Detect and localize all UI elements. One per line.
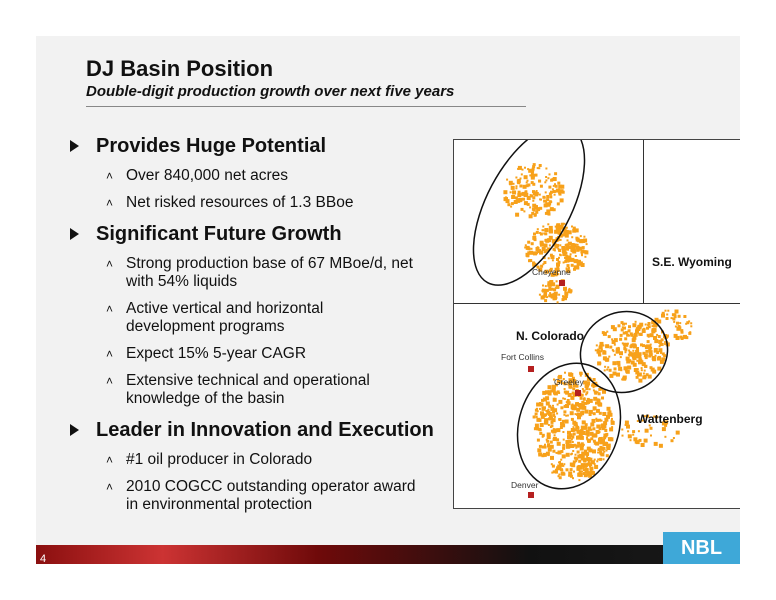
page-number: 4 [40,553,47,565]
n-colorado-outline [472,140,586,286]
region-label-n-colorado: N. Colorado [516,329,584,343]
city-marker [528,492,534,498]
list-item: ˄ 2010 COGCC outstanding operator award i… [68,478,416,514]
caret-bullet-icon: ˄ [106,453,114,467]
nbl-logo: NBL [663,532,740,564]
acreage-blocks [503,163,693,482]
bullet-list: Provides Huge Potential ˄ Over 840,000 ne… [68,134,468,514]
section-heading: Significant Future Growth [68,222,468,246]
caret-bullet-icon: ˄ [106,302,114,316]
list-item-text: Active vertical and horizontal developme… [126,300,324,335]
list-item: ˄ Net risked resources of 1.3 BBoe [68,194,468,212]
section-heading: Provides Huge Potential [68,134,468,158]
page-title: DJ Basin Position [86,56,274,81]
list-item-text: #1 oil producer in Colorado [126,451,313,468]
list-item-text: Strong production base of 67 MBoe/d, net… [126,255,413,290]
city-label-fort-collins: Fort Collins [501,352,544,362]
list-item-text: Expect 15% 5-year CAGR [126,345,307,362]
state-border-line [454,303,740,304]
city-marker [575,390,581,396]
list-item: ˄ Active vertical and horizontal developm… [68,300,376,336]
city-label-cheyenne: Cheyenne [532,267,571,277]
list-item: ˄ Over 840,000 net acres [68,167,468,185]
triangle-bullet-icon [70,140,79,152]
section-heading: Leader in Innovation and Execution [68,418,468,442]
footer-bar [36,545,740,564]
list-item-text: Net risked resources of 1.3 BBoe [126,194,354,211]
acreage-overlay [472,140,693,490]
list-item-text: 2010 COGCC outstanding operator award in… [126,478,416,513]
dj-basin-map: S.E. Wyoming N. Colorado Wattenberg Chey… [453,139,740,509]
triangle-bullet-icon [70,228,79,240]
slide: DJ Basin Position Double-digit productio… [36,36,740,564]
list-item: ˄ Extensive technical and operational kno… [68,372,396,408]
city-marker [528,366,534,372]
caret-bullet-icon: ˄ [106,480,114,494]
caret-bullet-icon: ˄ [106,374,114,388]
caret-bullet-icon: ˄ [106,347,114,361]
caret-bullet-icon: ˄ [106,169,114,183]
city-label-denver: Denver [511,480,539,490]
title-divider [86,106,526,107]
page-subtitle: Double-digit production growth over next… [86,83,455,100]
county-border-line [643,140,644,303]
region-label-se-wyoming: S.E. Wyoming [652,255,732,269]
list-item-text: Over 840,000 net acres [126,167,288,184]
list-item: ˄ Expect 15% 5-year CAGR [68,345,468,363]
section-heading-text: Significant Future Growth [96,223,342,245]
city-label-greeley: Greeley [554,377,584,387]
section-heading-text: Leader in Innovation and Execution [96,419,434,441]
wattenberg-outline [516,362,622,490]
city-marker [559,280,565,286]
caret-bullet-icon: ˄ [106,257,114,271]
region-label-wattenberg: Wattenberg [637,412,703,426]
list-item-text: Extensive technical and operational know… [126,372,370,407]
triangle-bullet-icon [70,424,79,436]
list-item: ˄ #1 oil producer in Colorado [68,451,468,469]
se-wyoming-outline [579,310,669,394]
section-heading-text: Provides Huge Potential [96,135,327,157]
list-item: ˄ Strong production base of 67 MBoe/d, ne… [68,255,426,291]
caret-bullet-icon: ˄ [106,196,114,210]
